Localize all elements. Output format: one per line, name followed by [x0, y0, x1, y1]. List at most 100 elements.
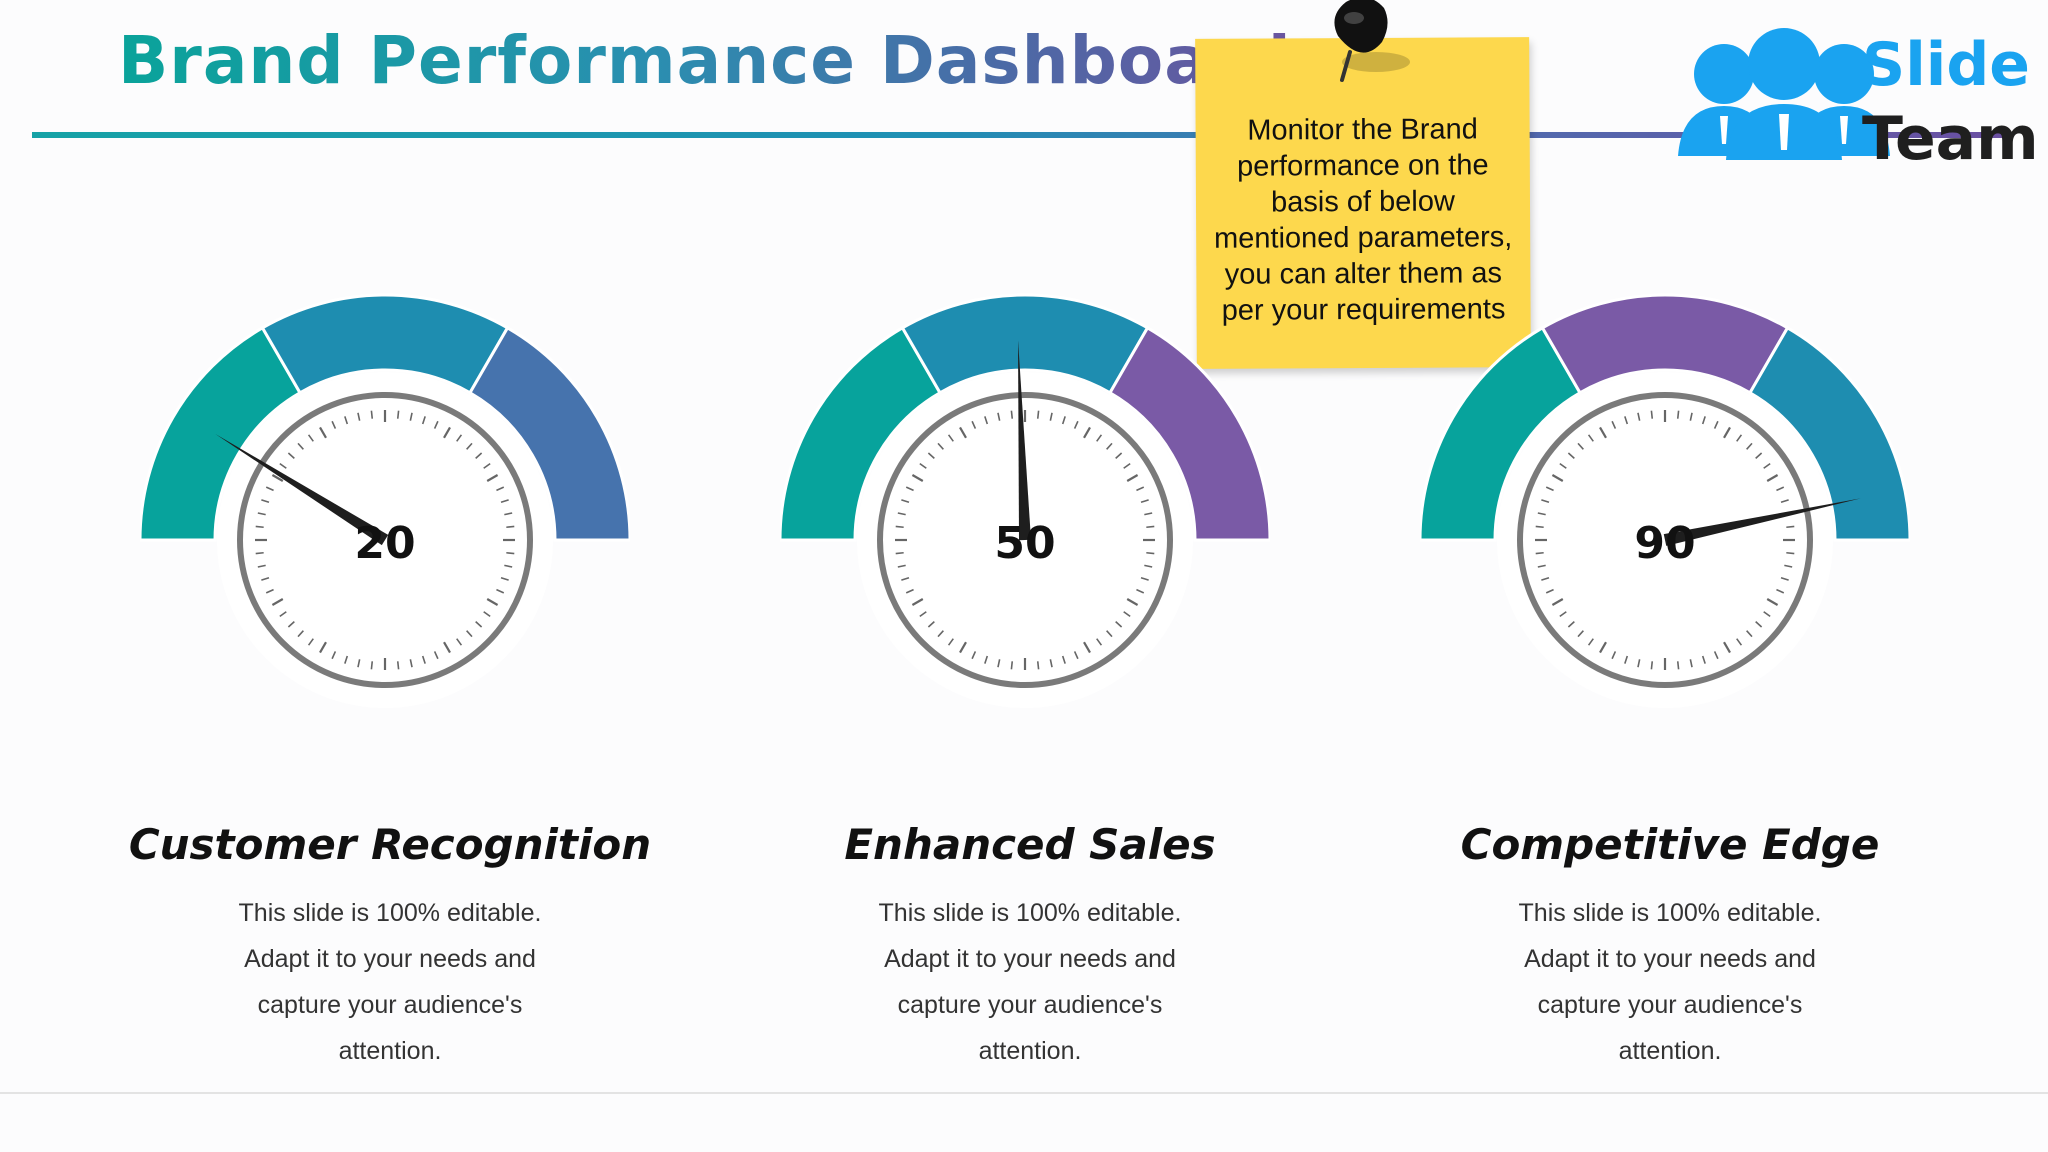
logo-word-slide: Slide: [1862, 30, 2030, 100]
gauge-tick: [1140, 499, 1149, 504]
gauge-tick: [357, 659, 361, 668]
gauge-title: Customer Recognition: [128, 820, 652, 869]
gauge-tick: [1611, 420, 1617, 429]
gauge-tick: [1637, 659, 1641, 668]
gauge-tick: [475, 452, 483, 459]
gauge-tick: [901, 499, 910, 504]
gauge-tick: [421, 416, 426, 425]
gauge-tick: [1786, 551, 1795, 555]
gauge-tick: [257, 564, 266, 568]
gauge-tick: [1587, 638, 1594, 646]
gauge-tick: [1537, 564, 1546, 568]
gauge-tick: [1136, 588, 1145, 594]
gauge-needle: [215, 434, 389, 546]
gauge-tick: [1136, 486, 1145, 492]
gauge-tick: [919, 462, 927, 469]
gauge-tick: [1736, 638, 1743, 646]
gauge-title: Enhanced Sales: [844, 820, 1216, 869]
gauge-tick: [1049, 659, 1053, 668]
gauge-tick: [971, 420, 977, 429]
gauge-tick: [1541, 499, 1550, 504]
gauge-tick: [897, 564, 906, 568]
gauge-tick: [331, 420, 337, 429]
gauge-tick: [486, 598, 499, 606]
gauge-tick: [1784, 564, 1793, 568]
gauge-tick: [959, 641, 967, 654]
gauge-needle: [1663, 498, 1861, 546]
gauge-tick: [496, 588, 505, 594]
gauge-tick: [1577, 630, 1584, 638]
gauge-tick: [1723, 426, 1731, 439]
gauge-tick: [1763, 462, 1771, 469]
gauge-tick: [370, 661, 374, 670]
gauge-tick: [1723, 641, 1731, 654]
gauge-tick: [1083, 641, 1091, 654]
gauge-tick: [897, 512, 906, 516]
gauge-tick: [1736, 434, 1743, 442]
gauge-tick: [483, 462, 491, 469]
gauge-tick: [1577, 442, 1584, 450]
gauge-tick: [331, 651, 337, 660]
gauge-tick: [895, 525, 904, 529]
gauge-tick: [409, 659, 413, 668]
gauge-tick: [396, 410, 400, 419]
gauge-tick: [1106, 442, 1113, 450]
gauge-tick: [959, 426, 967, 439]
gauge-tick: [1126, 598, 1139, 606]
gauge-tick: [1559, 611, 1567, 618]
gauge-tick: [1551, 598, 1564, 606]
gauge-tick: [1624, 416, 1629, 425]
gauge-tick: [1689, 412, 1693, 421]
gauge-tick: [1061, 416, 1066, 425]
gauge-tick: [297, 442, 304, 450]
gauge-tick: [257, 512, 266, 516]
gauge-tick: [911, 598, 924, 606]
gauge-value-label: 90: [1634, 518, 1695, 569]
gauge-tick: [1106, 630, 1113, 638]
gauge-tick: [1083, 426, 1091, 439]
gauge-tick: [1073, 651, 1079, 660]
gauge-tick: [1567, 621, 1575, 628]
gauge-tick: [984, 655, 989, 664]
gauge-tick: [1545, 588, 1554, 594]
gauge-tick: [475, 621, 483, 628]
gauge-band: [1747, 325, 1910, 542]
gauge-tick: [971, 651, 977, 660]
gauge-chart: 20: [140, 293, 630, 708]
gauge-tick: [1701, 655, 1706, 664]
gauge-tick: [1010, 661, 1014, 670]
gauge-band: [1107, 325, 1270, 542]
gauge-tick: [1146, 525, 1155, 529]
gauge-tick: [1073, 420, 1079, 429]
gauge-tick: [1676, 661, 1680, 670]
gauge-tick: [1766, 598, 1779, 606]
gauge-tick: [496, 486, 505, 492]
gauge-chart: 90: [1420, 293, 1910, 708]
gauge-tick: [443, 641, 451, 654]
gauge-tick: [500, 576, 509, 581]
gauge-tick: [433, 651, 439, 660]
gauge-tick: [307, 434, 314, 442]
gauge-tick: [1115, 452, 1123, 459]
gauge-tick: [466, 630, 473, 638]
gauge-tick: [307, 638, 314, 646]
gauge-tick: [287, 452, 295, 459]
gauge-tick: [1010, 410, 1014, 419]
gauge-tick: [1096, 638, 1103, 646]
gauge-tick: [1096, 434, 1103, 442]
gauge-tick: [506, 551, 515, 555]
gauge-tick: [486, 474, 499, 482]
gauge-tick: [1126, 474, 1139, 482]
gauge-tick: [1780, 576, 1789, 581]
gauge-tick: [506, 525, 515, 529]
gauge-tick: [901, 576, 910, 581]
gauge-tick: [504, 564, 513, 568]
gauge-tick: [1755, 452, 1763, 459]
gauge-tick: [1624, 655, 1629, 664]
gauge-tick: [984, 416, 989, 425]
gauge-tick: [1144, 512, 1153, 516]
gauge-tick: [905, 588, 914, 594]
gauge-tick: [1036, 661, 1040, 670]
gauge-tick: [1780, 499, 1789, 504]
gauge-tick: [1713, 420, 1719, 429]
